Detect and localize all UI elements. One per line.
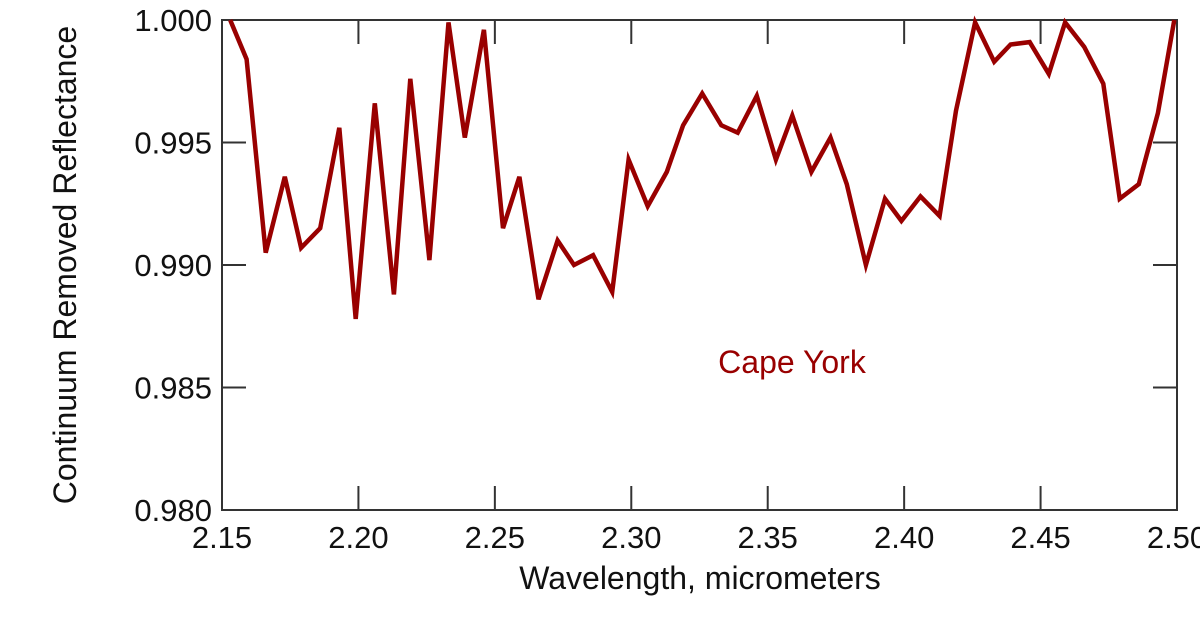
x-tick-label: 2.50 — [1147, 520, 1200, 555]
y-tick-label: 0.985 — [134, 371, 212, 406]
y-tick-label: 0.990 — [134, 248, 212, 283]
x-tick-label: 2.35 — [738, 520, 798, 555]
x-tick-label: 2.40 — [874, 520, 934, 555]
series-line — [228, 15, 1177, 320]
x-axis-label: Wavelength, micrometers — [519, 560, 881, 596]
x-tick-label: 2.20 — [328, 520, 388, 555]
annotation-label: Cape York — [718, 344, 867, 380]
y-tick-label: 0.980 — [134, 493, 212, 528]
x-tick-label: 2.30 — [601, 520, 661, 555]
plot-frame — [221, 19, 1178, 511]
x-tick-label: 2.25 — [465, 520, 525, 555]
y-tick-label: 0.995 — [134, 126, 212, 161]
x-tick-label: 2.15 — [192, 520, 252, 555]
x-tick-label: 2.45 — [1010, 520, 1070, 555]
y-axis-label: Continuum Removed Reflectance — [47, 26, 83, 504]
series-shadow-line — [229, 19, 1176, 319]
y-tick-label: 1.000 — [134, 3, 212, 38]
